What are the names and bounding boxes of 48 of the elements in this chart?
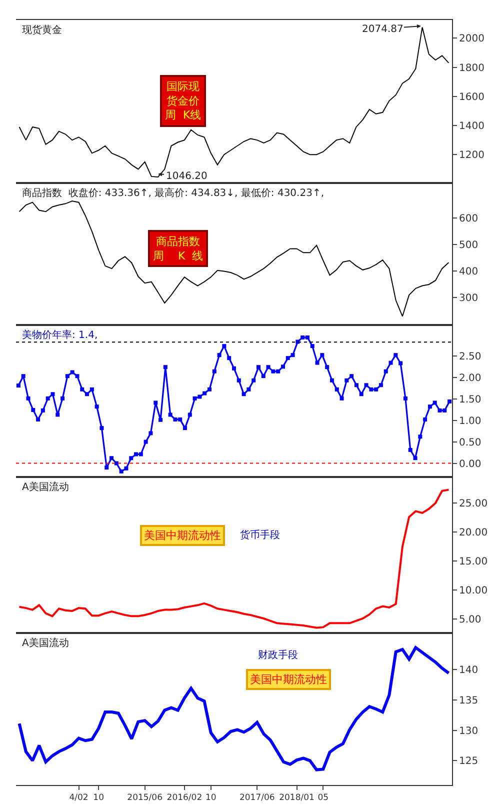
annotation: 商品指数周 K 线 <box>153 235 204 262</box>
x-tick-label: 2016/02 <box>166 793 202 804</box>
x-tick-label: 10 <box>205 793 216 804</box>
y-tick-label: 0.50 <box>459 437 482 448</box>
y-tick-label: 300 <box>459 293 478 304</box>
y-tick-label: 1200 <box>459 150 484 162</box>
y-tick-label: 135 <box>459 695 478 706</box>
annotation: 美国中期流动性 <box>144 529 221 542</box>
text: A美国流动 <box>22 637 69 649</box>
annotation: 1046.20 <box>166 171 208 182</box>
y-tick-label: 2.00 <box>459 372 482 384</box>
x-tick-label: 2018/01 <box>279 793 314 804</box>
annotation: 美国中期流动性 <box>250 673 327 686</box>
line-series <box>18 200 450 317</box>
text: 商品指数 收盘价: 433.36↑, 最高价: 434.83↓, 最低价: 430.23↑, <box>22 187 324 199</box>
line-series <box>18 646 450 772</box>
x-tick-label: 2015/06 <box>127 793 162 804</box>
y-tick-label: 400 <box>459 266 478 278</box>
x-tick-label: 2017/06 <box>239 793 275 804</box>
annotation: 财政手段 <box>258 649 298 661</box>
y-tick-label: 1800 <box>459 62 484 74</box>
y-tick-label: 25.00 <box>459 498 488 510</box>
text: 现货黄金 <box>22 24 62 36</box>
y-tick-label: 20.00 <box>459 528 488 539</box>
text: A美国流动 <box>22 481 69 493</box>
y-tick-label: 140 <box>459 664 478 676</box>
y-tick-label: 0.00 <box>459 458 482 470</box>
x-tick-label: 05 <box>318 793 329 804</box>
x-tick-label: 4/02 <box>69 793 88 804</box>
y-tick-label: 130 <box>459 726 478 737</box>
y-tick-label: 125 <box>459 756 478 768</box>
annotation: 国际现货金价周 K线 <box>165 80 202 122</box>
y-tick-label: 10.00 <box>459 586 488 597</box>
y-tick-label: 15.00 <box>459 556 488 568</box>
y-tick-label: 1400 <box>459 121 484 132</box>
y-tick-label: 2000 <box>459 34 484 45</box>
x-tick-label: 10 <box>93 793 104 804</box>
text: 美物价年率: 1.4, <box>22 329 98 341</box>
y-tick-label: 1600 <box>459 92 484 103</box>
annotation: 2074.87 <box>362 24 404 35</box>
y-tick-label: 500 <box>459 240 478 252</box>
y-tick-label: 2.50 <box>459 351 482 362</box>
annotation: 货币手段 <box>240 529 280 541</box>
y-tick-label: 1.00 <box>459 416 482 427</box>
y-tick-label: 1.50 <box>459 394 482 406</box>
y-tick-label: 600 <box>459 214 478 225</box>
y-tick-label: 5.00 <box>459 614 482 626</box>
line-series <box>18 26 450 178</box>
